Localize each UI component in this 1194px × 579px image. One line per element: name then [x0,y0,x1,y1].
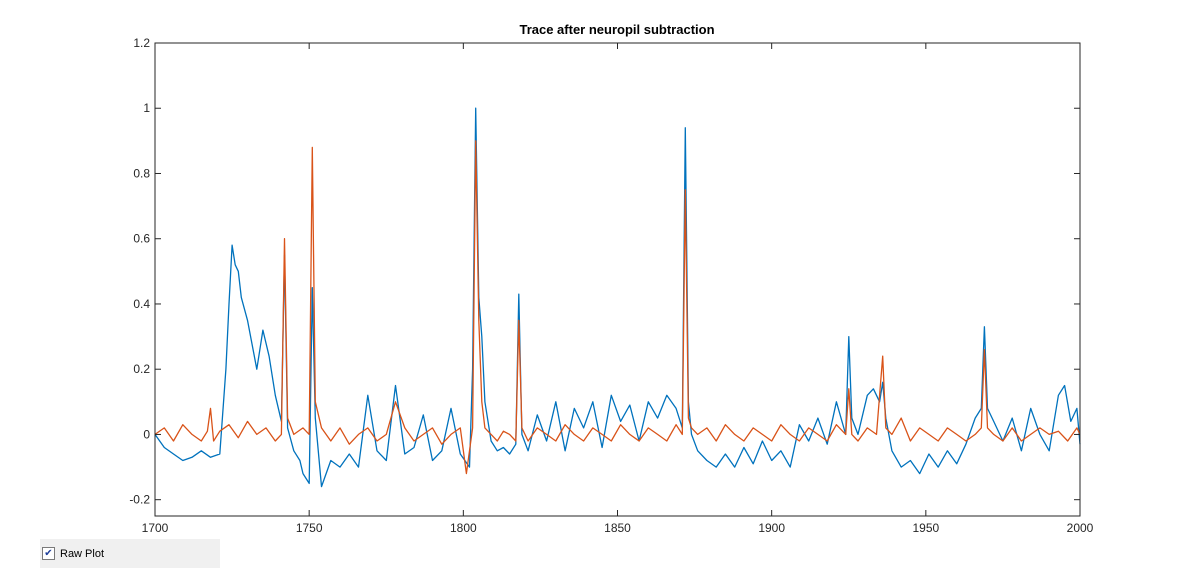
control-panel: ✔ Raw Plot [40,539,220,568]
x-tick-label: 1700 [142,521,169,535]
y-tick-label: 0.4 [133,297,150,311]
raw-plot-checkbox-box[interactable]: ✔ [42,547,55,560]
y-tick-label: 0.6 [133,232,150,246]
chart: 1700 1750 1800 1850 1900 1950 2000 -0.2 0 0.2 0.4 0… [129,22,1093,535]
y-tick-label: 1 [143,101,150,115]
series-layer [154,107,1081,488]
y-tick-label: 1.2 [133,36,150,50]
series-line-2 [154,140,1081,475]
x-tick-label: 1850 [604,521,631,535]
chart-title: Trace after neuropil subtraction [519,22,714,37]
y-tick-label: -0.2 [129,493,150,507]
y-tick-label: 0.8 [133,166,150,180]
x-tick-label: 1950 [912,521,939,535]
x-tick-label: 1900 [758,521,785,535]
checkmark-icon: ✔ [44,547,53,559]
tick-layer: 1700 1750 1800 1850 1900 1950 2000 -0.2 0 0.2 0.4 0… [129,36,1093,535]
raw-plot-checkbox[interactable]: ✔ Raw Plot [42,547,104,560]
plot-area-background [155,43,1080,516]
raw-plot-label: Raw Plot [60,547,105,560]
x-tick-label: 1750 [296,521,323,535]
y-tick-label: 0 [143,427,150,441]
x-tick-label: 2000 [1067,521,1094,535]
y-tick-label: 0.2 [133,362,150,376]
x-tick-label: 1800 [450,521,477,535]
